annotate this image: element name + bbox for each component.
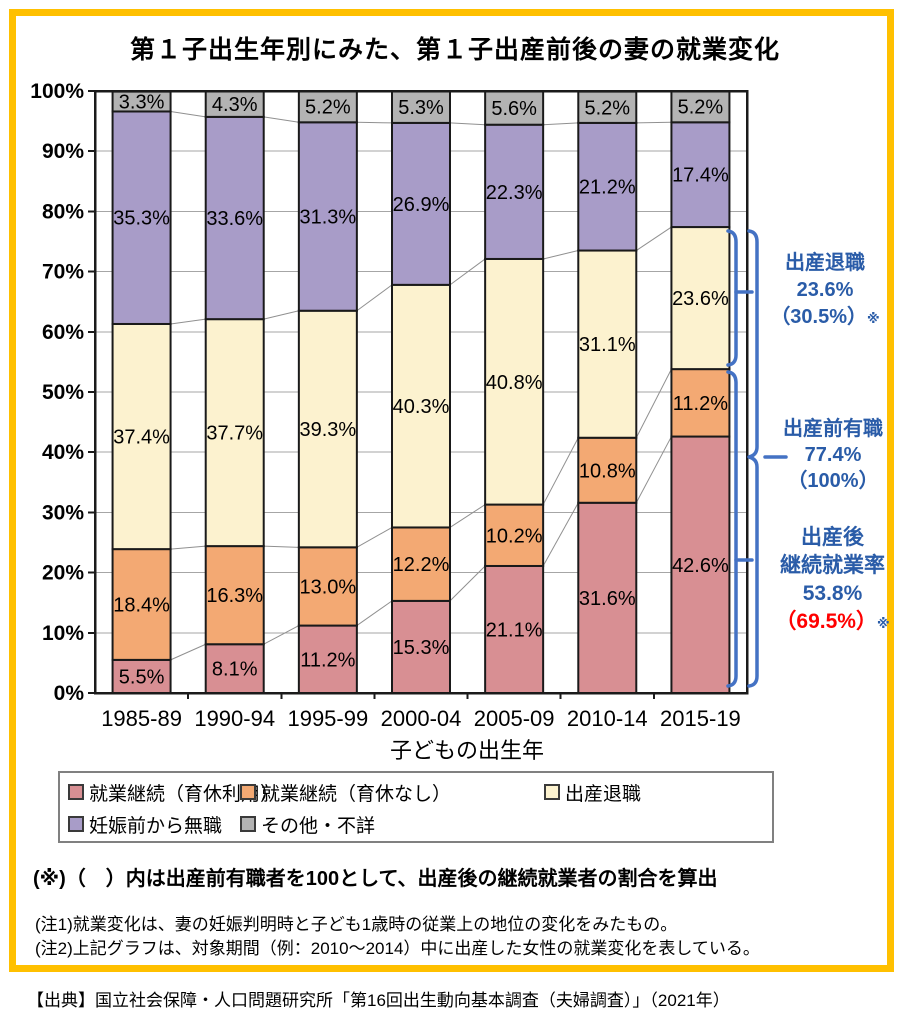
annotation-label: 出産退職 <box>785 252 865 274</box>
svg-text:70%: 70% <box>42 261 84 284</box>
note-2: (注2)上記グラフは、対象期間（例：2010～2014）中に出産した女性の就業変… <box>35 939 760 958</box>
svg-text:15.3%: 15.3% <box>393 637 450 659</box>
svg-text:33.6%: 33.6% <box>206 208 263 230</box>
svg-text:100%: 100% <box>30 80 84 103</box>
svg-text:10%: 10% <box>42 622 84 645</box>
annotation-label-line2: 継続就業率 <box>780 554 885 577</box>
annotation-paren: （69.5%）※ <box>760 608 905 638</box>
annotation-paren: （30.5%）※ <box>770 306 880 328</box>
legend-label: 就業継続（育休なし） <box>261 783 452 805</box>
svg-text:子どもの出生年: 子どもの出生年 <box>390 738 544 763</box>
svg-text:2010-14: 2010-14 <box>567 706 648 731</box>
svg-text:5.3%: 5.3% <box>398 97 444 119</box>
source-citation: 【出典】国立社会保障・人口問題研究所「第16回出生動向基本調査（夫婦調査）」（2… <box>27 991 730 1010</box>
legend-swatch-shussan-taishoku <box>544 784 560 800</box>
svg-text:1995-99: 1995-99 <box>287 706 368 731</box>
legend-swatch-ikukyu-nashi <box>240 784 256 800</box>
svg-text:16.3%: 16.3% <box>206 585 263 607</box>
svg-text:22.3%: 22.3% <box>486 182 543 204</box>
svg-text:11.2%: 11.2% <box>300 649 355 671</box>
svg-text:80%: 80% <box>42 200 84 223</box>
svg-text:26.9%: 26.9% <box>393 194 450 216</box>
annotation-value: 23.6% <box>796 279 854 301</box>
svg-text:10.8%: 10.8% <box>579 460 636 482</box>
svg-text:1990-94: 1990-94 <box>194 706 275 731</box>
legend-item-ikukyu-riyou: 就業継続（育休利用） <box>68 779 279 805</box>
svg-text:2000-04: 2000-04 <box>381 706 462 731</box>
note-reference: (※)（ ）内は出産前有職者を100として、出産後の継続就業者の割合を算出 <box>33 868 718 890</box>
svg-text:13.0%: 13.0% <box>299 576 356 598</box>
svg-text:11.2%: 11.2% <box>673 393 728 415</box>
svg-text:37.4%: 37.4% <box>113 427 170 449</box>
svg-text:12.2%: 12.2% <box>393 554 450 576</box>
svg-text:2015-19: 2015-19 <box>660 706 741 731</box>
reference-mark: ※ <box>876 616 890 631</box>
svg-text:40%: 40% <box>42 441 84 464</box>
annotation-paren: （100%） <box>787 470 879 492</box>
svg-text:3.3%: 3.3% <box>119 92 165 114</box>
svg-text:40.8%: 40.8% <box>486 372 543 394</box>
svg-text:40.3%: 40.3% <box>393 396 450 418</box>
annotation-birth-resignation: 出産退職 23.6% （30.5%）※ <box>755 250 895 332</box>
svg-text:5.2%: 5.2% <box>584 97 630 119</box>
svg-text:42.6%: 42.6% <box>672 555 729 577</box>
svg-text:4.3%: 4.3% <box>212 94 258 116</box>
legend-swatch-ikukyu-riyou <box>68 784 84 800</box>
annotation-employed-before-birth: 出産前有職 77.4% （100%） <box>758 416 908 494</box>
legend-swatch-mushoku <box>68 816 84 832</box>
svg-text:21.2%: 21.2% <box>579 177 636 199</box>
annotation-label-line1: 出産後 <box>801 526 864 549</box>
svg-text:50%: 50% <box>42 381 84 404</box>
svg-text:18.4%: 18.4% <box>113 595 170 617</box>
annotation-label: 出産前有職 <box>783 418 883 440</box>
svg-text:30%: 30% <box>42 501 84 524</box>
svg-text:5.2%: 5.2% <box>678 97 724 119</box>
reference-mark: ※ <box>867 311 880 326</box>
legend-item-ikukyu-nashi: 就業継続（育休なし） <box>240 779 451 805</box>
svg-text:39.3%: 39.3% <box>299 419 356 441</box>
svg-text:5.2%: 5.2% <box>305 97 351 119</box>
svg-text:31.3%: 31.3% <box>299 207 356 229</box>
svg-text:5.6%: 5.6% <box>491 98 537 120</box>
svg-text:10.2%: 10.2% <box>486 525 543 547</box>
svg-text:5.5%: 5.5% <box>119 666 165 688</box>
svg-text:20%: 20% <box>42 562 84 585</box>
svg-text:8.1%: 8.1% <box>212 659 258 681</box>
legend-swatch-sonota <box>240 816 256 832</box>
svg-text:17.4%: 17.4% <box>672 165 729 187</box>
svg-text:31.1%: 31.1% <box>579 334 636 356</box>
legend-label: 就業継続（育休利用） <box>89 783 280 805</box>
chart-title: 第１子出生年別にみた、第１子出産前後の妻の就業変化 <box>129 36 780 64</box>
legend-item-shussan-taishoku: 出産退職 <box>544 779 641 805</box>
svg-text:2005-09: 2005-09 <box>474 706 555 731</box>
note-1: (注1)就業変化は、妻の妊娠判明時と子ども1歳時の従業上の地位の変化をみたもの。 <box>35 915 678 934</box>
legend-label: その他・不詳 <box>261 815 376 837</box>
svg-text:35.3%: 35.3% <box>113 208 170 230</box>
legend-label: 出産退職 <box>565 783 642 805</box>
svg-text:21.1%: 21.1% <box>486 619 543 641</box>
annotation-value: 77.4% <box>804 444 862 466</box>
annotation-value: 53.8% <box>802 582 863 605</box>
legend-item-mushoku: 妊娠前から無職 <box>68 811 222 837</box>
svg-text:1985-89: 1985-89 <box>101 706 182 731</box>
legend-label: 妊娠前から無職 <box>89 815 223 837</box>
annotation-continued-employment-rate: 出産後 継続就業率 53.8% （69.5%）※ <box>760 524 905 638</box>
chart-legend: 就業継続（育休利用） 就業継続（育休なし） 出産退職 妊娠前から無職 その他・不… <box>58 771 774 843</box>
highlighted-value: （69.5%） <box>775 610 877 633</box>
legend-item-sonota: その他・不詳 <box>240 811 375 837</box>
svg-text:31.6%: 31.6% <box>579 588 636 610</box>
svg-text:90%: 90% <box>42 140 84 163</box>
svg-text:0%: 0% <box>54 682 85 705</box>
svg-text:37.7%: 37.7% <box>206 423 263 445</box>
svg-text:23.6%: 23.6% <box>672 288 729 310</box>
svg-text:60%: 60% <box>42 321 84 344</box>
